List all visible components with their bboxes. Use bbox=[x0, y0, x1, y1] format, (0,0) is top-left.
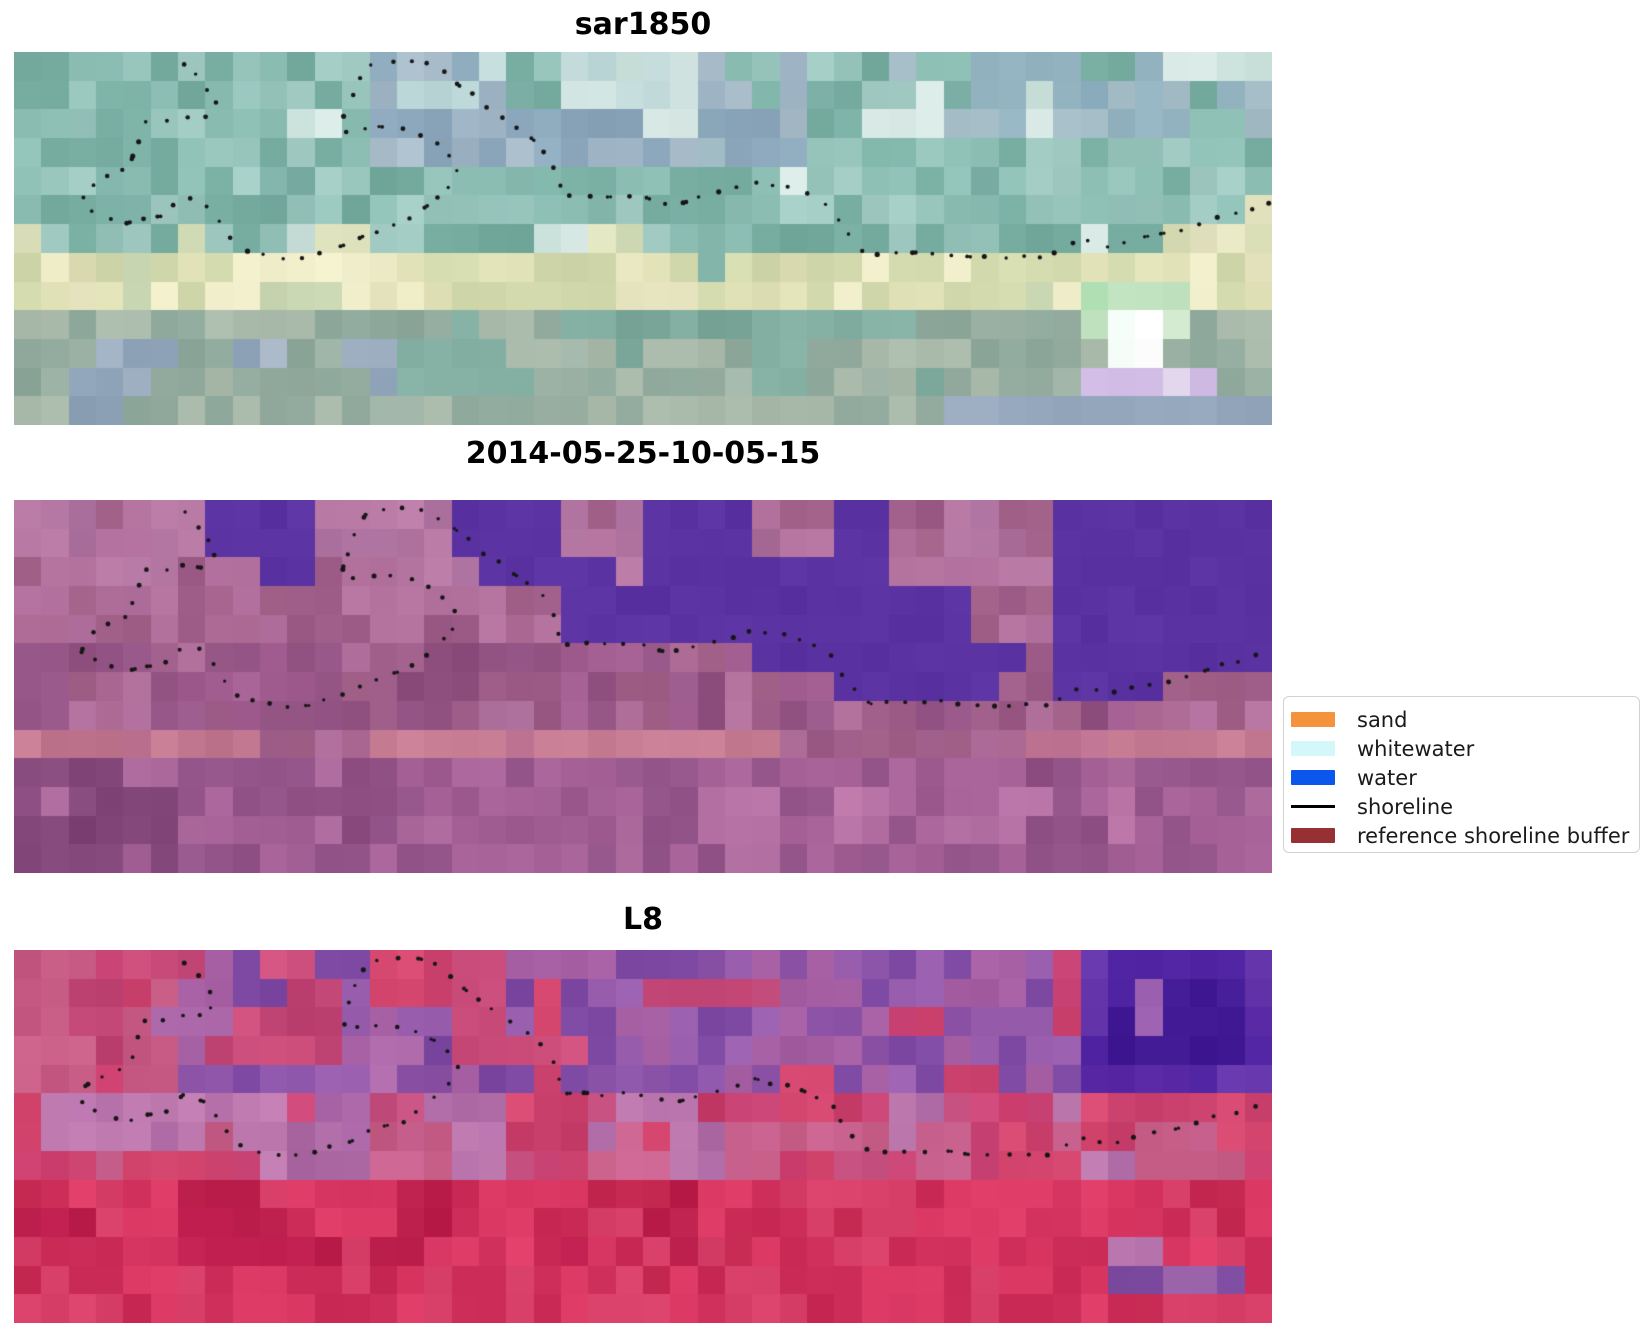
legend-label: shoreline bbox=[1357, 794, 1454, 819]
legend-item-sand: sand bbox=[1291, 705, 1639, 734]
sar1850-image bbox=[14, 52, 1272, 425]
panel-title-date: 2014-05-25-10-05-15 bbox=[465, 436, 821, 471]
legend-label: whitewater bbox=[1357, 736, 1475, 761]
panel-2014-05-25 bbox=[14, 500, 1272, 873]
legend-item-whitewater: whitewater bbox=[1291, 734, 1639, 763]
legend-label: reference shoreline buffer bbox=[1357, 823, 1630, 848]
shoreline-line-icon bbox=[1291, 805, 1335, 808]
water-swatch-icon bbox=[1291, 770, 1335, 785]
classified-scene-image bbox=[14, 500, 1272, 873]
legend-item-shoreline: shoreline bbox=[1291, 792, 1639, 821]
legend-label: sand bbox=[1357, 707, 1408, 732]
panel-title-l8: L8 bbox=[623, 902, 663, 937]
sand-swatch-icon bbox=[1291, 712, 1335, 727]
l8-image bbox=[14, 950, 1272, 1323]
legend-item-water: water bbox=[1291, 763, 1639, 792]
reference-buffer-swatch-icon bbox=[1291, 828, 1335, 843]
panel-sar1850 bbox=[14, 52, 1272, 425]
panel-l8 bbox=[14, 950, 1272, 1323]
legend: sand whitewater water shoreline referenc… bbox=[1283, 696, 1640, 853]
legend-label: water bbox=[1357, 765, 1417, 790]
panel-title-sar1850: sar1850 bbox=[574, 7, 712, 42]
legend-item-reference-buffer: reference shoreline buffer bbox=[1291, 821, 1639, 850]
whitewater-swatch-icon bbox=[1291, 741, 1335, 756]
